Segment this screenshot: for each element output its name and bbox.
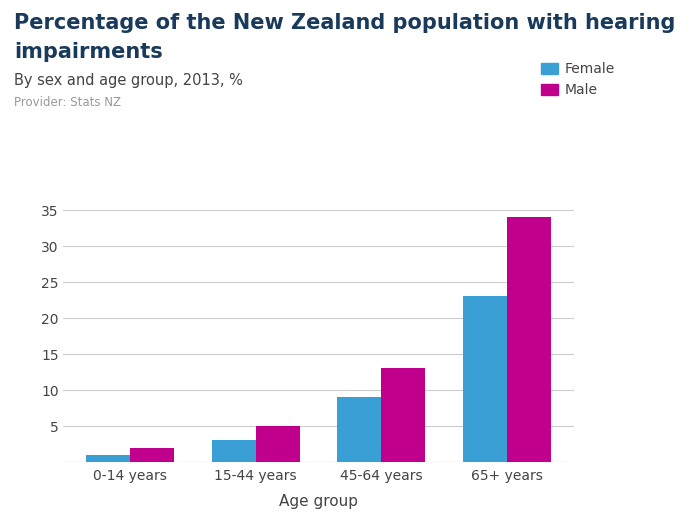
Bar: [337, 397, 382, 462]
Bar: [382, 369, 425, 462]
X-axis label: Age group: Age group: [279, 494, 358, 509]
Text: Provider: Stats NZ: Provider: Stats NZ: [14, 96, 121, 109]
Bar: [130, 448, 174, 462]
Text: Percentage of the New Zealand population with hearing: Percentage of the New Zealand population…: [14, 13, 676, 33]
Legend: Female, Male: Female, Male: [536, 57, 620, 103]
Bar: [212, 440, 256, 462]
Bar: [463, 297, 507, 462]
Text: impairments: impairments: [14, 42, 162, 62]
Bar: [256, 426, 300, 462]
Bar: [86, 455, 130, 462]
Text: By sex and age group, 2013, %: By sex and age group, 2013, %: [14, 74, 243, 89]
Bar: [507, 217, 551, 462]
Text: figure.nz: figure.nz: [581, 20, 665, 37]
